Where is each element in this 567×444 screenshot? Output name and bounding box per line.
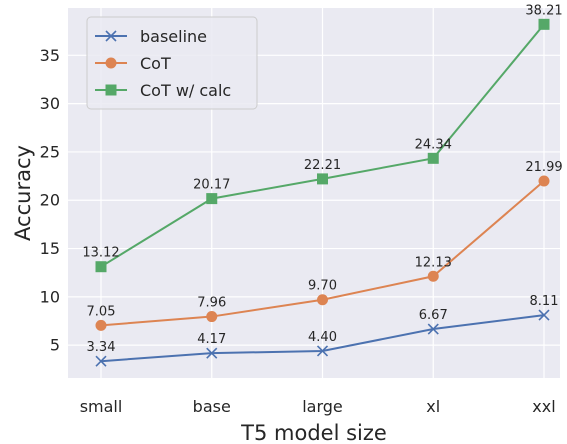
marker-stroke	[105, 30, 117, 42]
data-point-cot	[538, 175, 550, 187]
y-tick-label: 20	[40, 191, 60, 210]
x-tick-label: xl	[426, 397, 440, 416]
x-tick-label: large	[302, 397, 343, 416]
y-tick-label: 30	[40, 94, 60, 113]
marker-stroke	[427, 323, 439, 335]
y-tick-label: 35	[40, 46, 60, 65]
marker-stroke	[316, 345, 329, 357]
series-cot-w-calc	[95, 18, 550, 273]
legend-label-cot: CoT	[140, 54, 171, 73]
data-point-cot-w-calc	[317, 173, 328, 185]
data-label-baseline: 3.34	[87, 340, 116, 355]
data-point-cot-w-calc	[206, 193, 218, 205]
data-point-baseline	[95, 355, 107, 367]
data-point-cot	[95, 319, 107, 331]
x-axis-label: T5 model size	[240, 421, 387, 444]
marker-stroke	[206, 347, 218, 359]
data-label-cot: 9.70	[308, 279, 337, 294]
data-point-cot-w-calc	[95, 261, 107, 273]
y-tick-label: 5	[50, 336, 60, 355]
legend-label-cot-w-calc: CoT w/ calc	[140, 81, 231, 100]
legend-marker-cot	[105, 57, 117, 69]
y-tick-label: 25	[40, 142, 60, 161]
data-label-cot-w-calc: 38.21	[525, 3, 562, 18]
data-point-cot	[427, 270, 439, 282]
legend: baseline CoT CoT w/ calc	[86, 16, 258, 110]
data-label-baseline: 8.11	[530, 294, 559, 309]
data-label-cot-w-calc: 24.34	[415, 137, 452, 152]
series-cot	[95, 175, 550, 331]
data-label-cot-w-calc: 20.17	[193, 178, 230, 193]
marker-stroke	[95, 355, 107, 367]
data-labels: 3.34 4.17 4.40 6.67 8.11 7.05 7.96 9.70 12.13 21.…	[82, 3, 562, 355]
data-label-baseline: 6.67	[419, 308, 448, 323]
data-label-cot: 7.96	[197, 296, 226, 311]
legend-box	[86, 16, 258, 110]
y-tick-labels: 5 10 15 20 25 30 35	[40, 46, 60, 355]
data-label-baseline: 4.40	[308, 330, 337, 345]
data-label-baseline: 4.17	[197, 332, 226, 347]
data-label-cot-w-calc: 13.12	[82, 246, 119, 261]
x-tick-label: xxl	[532, 397, 555, 416]
legend-label-baseline: baseline	[140, 27, 207, 46]
data-point-baseline	[206, 347, 218, 359]
x-tick-label: base	[193, 397, 231, 416]
legend-marker-baseline	[105, 30, 117, 42]
data-point-baseline	[316, 345, 329, 357]
series-baseline	[95, 309, 550, 367]
series-layer	[95, 18, 550, 367]
data-point-baseline	[427, 323, 439, 335]
data-label-cot: 7.05	[87, 304, 116, 319]
data-label-cot: 12.13	[415, 255, 452, 270]
data-point-baseline	[538, 309, 550, 321]
data-label-cot-w-calc: 22.21	[304, 158, 341, 173]
data-point-cot-w-calc	[538, 18, 550, 30]
y-tick-label: 10	[40, 287, 60, 306]
x-tick-label: small	[80, 397, 123, 416]
marker-stroke	[538, 309, 550, 321]
y-tick-label: 15	[40, 239, 60, 258]
legend-marker-cot-w-calc	[105, 84, 117, 96]
data-point-cot	[317, 294, 328, 306]
y-axis-label: Accuracy	[11, 145, 35, 241]
data-label-cot: 21.99	[525, 160, 562, 175]
data-point-cot	[206, 311, 218, 323]
data-point-cot-w-calc	[427, 152, 439, 164]
x-tick-labels: small base large xl xxl	[80, 397, 556, 416]
